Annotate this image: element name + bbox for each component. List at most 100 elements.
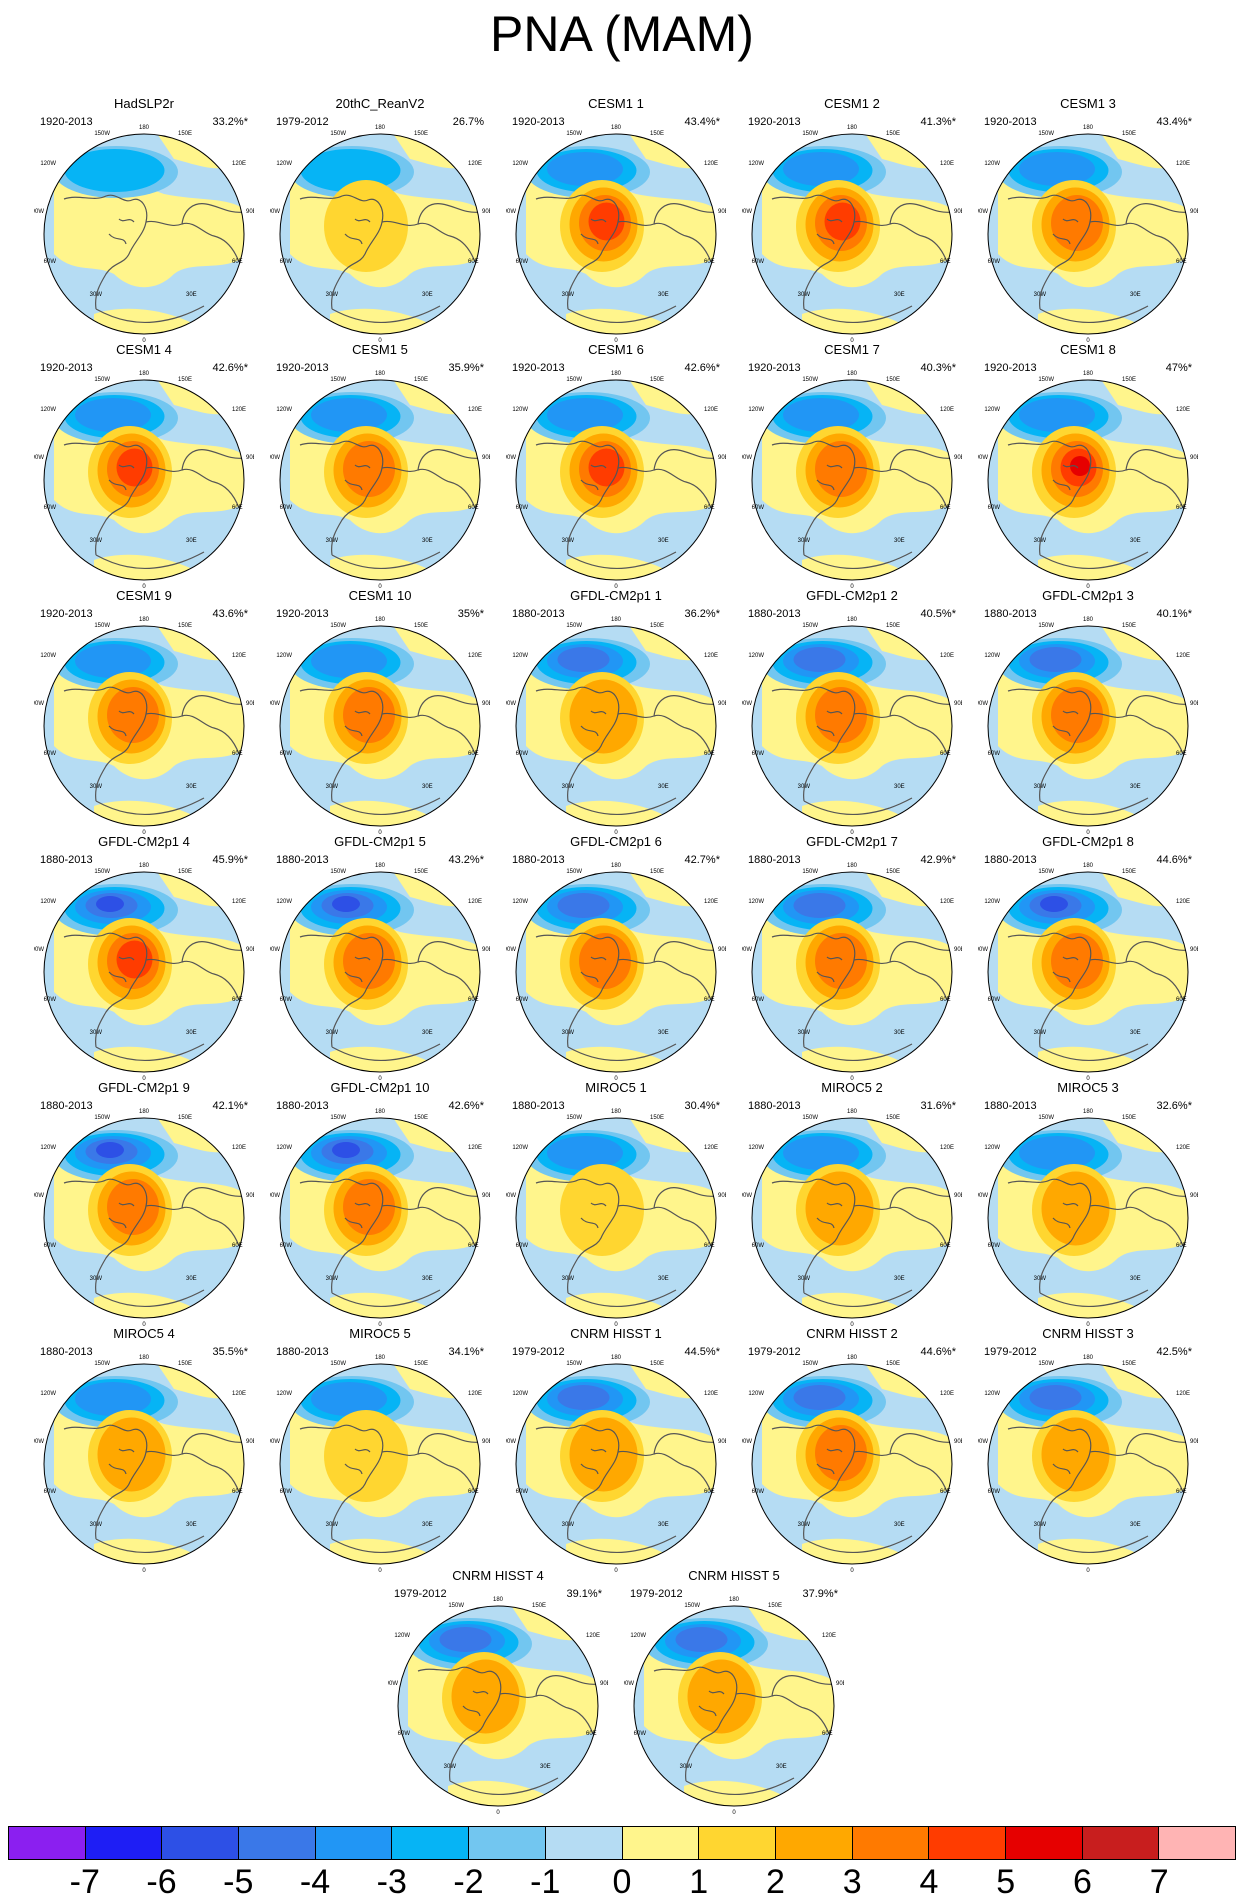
longitude-label: 30W <box>326 538 339 544</box>
longitude-label: 150W <box>1038 1115 1054 1121</box>
panel-period: 1880-2013 <box>276 854 329 866</box>
longitude-label: 0 <box>378 1076 382 1082</box>
longitude-label: 90W <box>270 1439 280 1445</box>
coastline-outline <box>299 932 480 1062</box>
panel-title: CNRM HISST 1 <box>570 1326 662 1341</box>
longitude-label: 120W <box>40 653 56 659</box>
panel-variance-explained: 42.6%* <box>448 1100 484 1112</box>
longitude-label: 90W <box>742 947 752 953</box>
longitude-label: 150W <box>1038 869 1054 875</box>
coastline-outline <box>771 194 952 324</box>
panel-variance-explained: 43.4%* <box>684 116 720 128</box>
longitude-label: 180 <box>139 371 150 377</box>
longitude-label: 150W <box>566 623 582 629</box>
polar-map: 180 150W 150E 120W 120E 90W 90E 60W 60E 30W 30E 0 <box>978 1109 1198 1328</box>
negative-anomaly-contour <box>1019 398 1095 432</box>
panel-period: 1920-2013 <box>276 608 329 620</box>
longitude-label: 90W <box>742 701 752 707</box>
coastline-outline <box>63 440 244 570</box>
longitude-label: 30E <box>1130 538 1141 544</box>
colorbar-swatch <box>929 1827 1006 1859</box>
longitude-label: 30E <box>186 538 197 544</box>
panel-period: 1880-2013 <box>984 1100 1037 1112</box>
positive-anomaly-contour <box>824 202 861 241</box>
colorbar-swatch <box>852 1827 930 1859</box>
longitude-label: 60E <box>704 259 715 265</box>
longitude-label: 120E <box>1176 1391 1190 1397</box>
panel-variance-explained: 42.6%* <box>684 362 720 374</box>
longitude-label: 60E <box>704 505 715 511</box>
longitude-label: 150E <box>768 1603 782 1609</box>
longitude-label: 150E <box>532 1603 546 1609</box>
longitude-label: 120E <box>704 407 718 413</box>
panel-period: 1979-2012 <box>276 116 329 128</box>
positive-anomaly-contour <box>687 1659 756 1734</box>
longitude-label: 90W <box>34 1439 44 1445</box>
longitude-label: 0 <box>614 1568 618 1574</box>
longitude-label: 150W <box>802 1361 818 1367</box>
longitude-label: 60W <box>516 1489 529 1495</box>
colorbar-tick-label: 6 <box>1073 1863 1092 1901</box>
longitude-label: 90E <box>246 1439 254 1445</box>
longitude-label: 60E <box>822 1731 833 1737</box>
longitude-label: 180 <box>611 1355 622 1361</box>
longitude-label: 150W <box>1038 1361 1054 1367</box>
map-panel: HadSLP2r 1920-2013 33.2%* 180 150W 150E 120W 12… <box>26 96 262 346</box>
longitude-label: 150W <box>330 869 346 875</box>
longitude-label: 150W <box>330 1361 346 1367</box>
longitude-label: 30E <box>658 784 669 790</box>
longitude-label: 150E <box>650 1115 664 1121</box>
panel-period: 1880-2013 <box>512 1100 565 1112</box>
map-boundary <box>43 379 245 581</box>
longitude-label: 90E <box>482 701 490 707</box>
longitude-label: 0 <box>614 1076 618 1082</box>
longitude-label: 0 <box>1086 830 1090 836</box>
positive-anomaly-contour <box>1070 456 1090 476</box>
longitude-label: 90W <box>978 1439 988 1445</box>
positive-anomaly-contour <box>324 180 408 272</box>
longitude-label: 120W <box>984 1391 1000 1397</box>
longitude-label: 90W <box>270 947 280 953</box>
longitude-label: 60W <box>44 505 57 511</box>
panel-title: GFDL-CM2p1 1 <box>570 588 662 603</box>
panel-variance-explained: 33.2%* <box>212 116 248 128</box>
longitude-label: 120W <box>276 899 292 905</box>
coastline-outline <box>63 194 244 324</box>
coastline-outline <box>299 1424 480 1554</box>
longitude-label: 90W <box>34 209 44 215</box>
panel-variance-explained: 35.9%* <box>448 362 484 374</box>
polar-map: 180 150W 150E 120W 120E 90W 90E 60W 60E 30W 30E 0 <box>506 1109 726 1328</box>
panel-period: 1920-2013 <box>276 362 329 374</box>
longitude-label: 90W <box>978 209 988 215</box>
coastline-outline <box>299 1178 480 1308</box>
longitude-label: 120W <box>748 161 764 167</box>
positive-anomaly-contour <box>815 687 867 743</box>
positive-region <box>54 172 244 288</box>
longitude-label: 0 <box>1086 584 1090 590</box>
longitude-label: 60W <box>44 259 57 265</box>
longitude-label: 30W <box>798 784 811 790</box>
coastline-outline <box>771 440 952 570</box>
negative-anomaly-contour <box>311 1382 387 1416</box>
colorbar-tick-label: -5 <box>223 1863 254 1901</box>
negative-anomaly-contour <box>1040 896 1068 912</box>
negative-anomaly-contour <box>1029 647 1082 672</box>
negative-anomaly-contour <box>96 896 124 912</box>
longitude-label: 120W <box>984 407 1000 413</box>
longitude-label: 150E <box>414 1115 428 1121</box>
longitude-label: 150E <box>650 869 664 875</box>
longitude-label: 90W <box>978 947 988 953</box>
panel-period: 1880-2013 <box>276 1100 329 1112</box>
longitude-label: 90W <box>506 455 516 461</box>
polar-map: 180 150W 150E 120W 120E 90W 90E 60W 60E 30W 30E 0 <box>506 617 726 836</box>
longitude-label: 0 <box>614 338 618 344</box>
polar-map: 180 150W 150E 120W 120E 90W 90E 60W 60E 30W 30E 0 <box>978 617 1198 836</box>
longitude-label: 150E <box>178 869 192 875</box>
longitude-label: 150E <box>886 1115 900 1121</box>
longitude-label: 30W <box>90 784 103 790</box>
longitude-label: 150E <box>650 377 664 383</box>
longitude-label: 150E <box>886 869 900 875</box>
longitude-label: 0 <box>732 1810 736 1816</box>
panel-title: MIROC5 3 <box>1057 1080 1119 1095</box>
longitude-label: 120E <box>704 899 718 905</box>
